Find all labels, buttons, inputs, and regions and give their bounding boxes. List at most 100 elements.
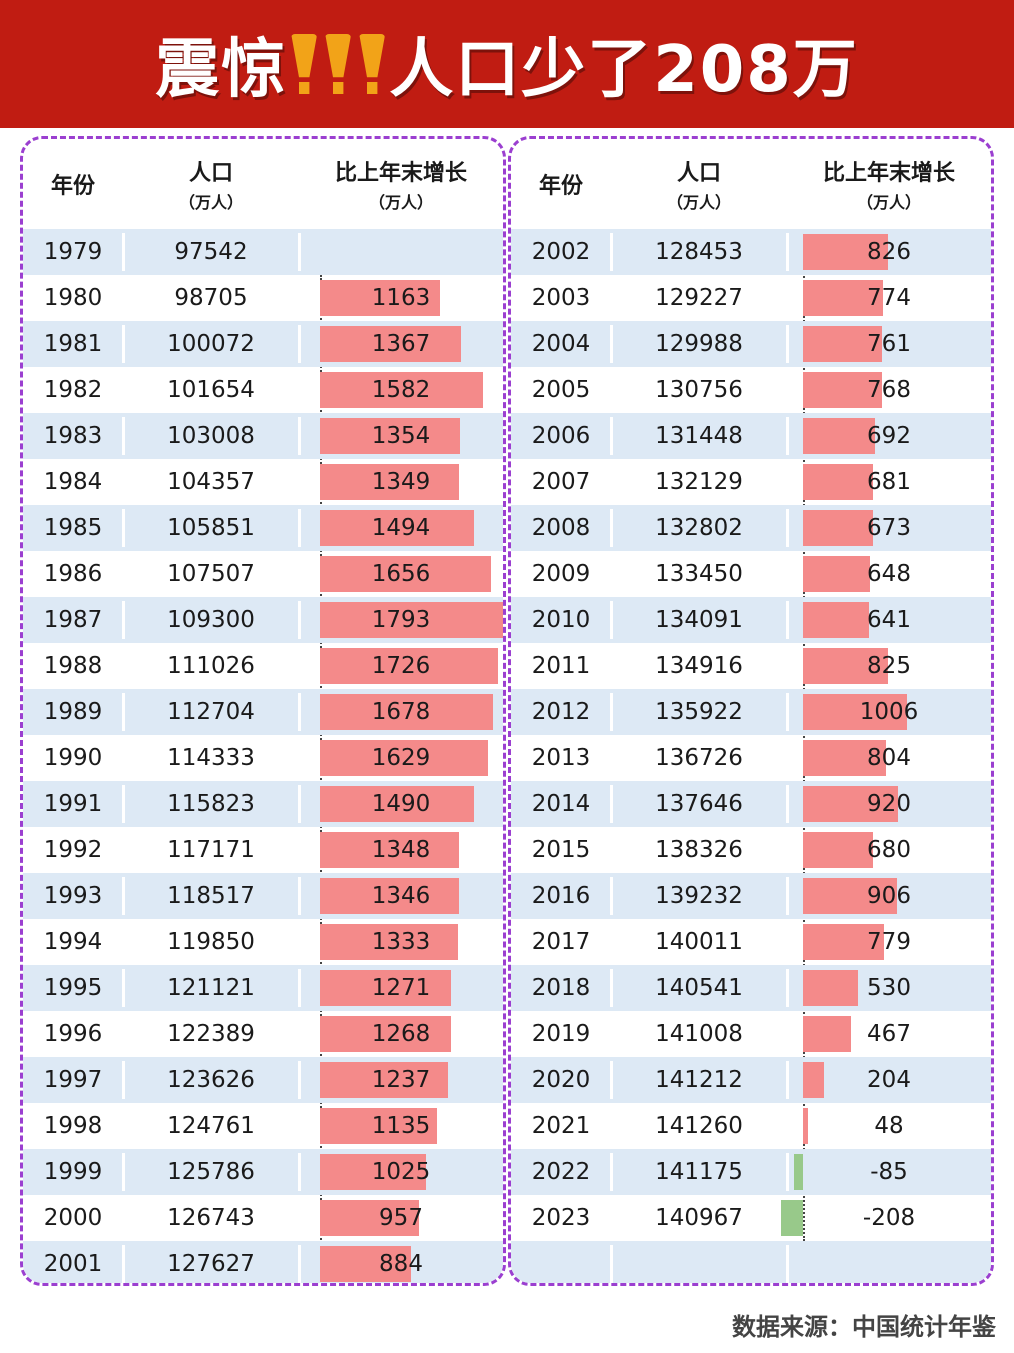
column-separator [786, 969, 789, 1007]
growth-bar [320, 878, 459, 914]
growth-bar [320, 372, 484, 408]
growth-bar [320, 1062, 448, 1098]
column-separator [610, 969, 613, 1007]
exclamation-icon-2 [325, 34, 352, 94]
growth-bar [803, 280, 884, 316]
table-row: 2011 134916 825 [511, 643, 991, 689]
column-separator [122, 1107, 125, 1145]
header-growth: 比上年末增长 （万人） [787, 139, 991, 229]
table-row: 2020 141212 204 [511, 1057, 991, 1103]
growth-cell: 1354 [371, 423, 431, 449]
growth-bar [320, 1016, 451, 1052]
year-cell: 2008 [531, 515, 591, 541]
population-cell: 129988 [655, 331, 743, 357]
year-cell: 2004 [531, 331, 591, 357]
growth-cell: 1163 [371, 285, 431, 311]
growth-cell: 1348 [371, 837, 431, 863]
header-population-label: 人口 [188, 161, 233, 186]
column-separator [610, 923, 613, 961]
growth-bar [320, 1246, 412, 1282]
growth-cell: 1629 [371, 745, 431, 771]
column-separator [298, 923, 301, 961]
growth-cell: 204 [867, 1067, 911, 1093]
column-separator [610, 463, 613, 501]
population-cell: 139232 [655, 883, 743, 909]
table-row: 2004 129988 761 [511, 321, 991, 367]
growth-bar [803, 648, 889, 684]
growth-bar [320, 1200, 419, 1236]
table-row: 1996 122389 1268 [23, 1011, 503, 1057]
population-cell: 109300 [167, 607, 255, 633]
year-cell: 2018 [531, 975, 591, 1001]
column-separator [610, 325, 613, 363]
column-separator [298, 969, 301, 1007]
column-separator [122, 1153, 125, 1191]
population-cell: 140011 [655, 929, 743, 955]
growth-cell: 1793 [371, 607, 431, 633]
right-table-panel: 年份 人口 （万人） 比上年末增长 （万人） 2002 128453 826 2003 12922… [508, 136, 994, 1286]
column-separator [298, 1153, 301, 1191]
growth-bar [320, 464, 460, 500]
table-row: 1979 97542 [23, 229, 503, 275]
table-row: 2021 141260 48 [511, 1103, 991, 1149]
growth-bar [803, 832, 874, 868]
population-cell: 117171 [167, 837, 255, 863]
growth-bar [803, 878, 897, 914]
column-separator [298, 693, 301, 731]
header-population-unit: （万人） [178, 193, 243, 212]
header-growth-label: 比上年末增长 [822, 161, 955, 186]
column-separator [298, 877, 301, 915]
population-cell: 111026 [167, 653, 255, 679]
column-separator [122, 417, 125, 455]
year-cell: 1990 [43, 745, 103, 771]
header-population-label: 人口 [676, 161, 721, 186]
growth-bar [803, 694, 907, 730]
growth-axis [803, 229, 805, 1241]
population-cell: 118517 [167, 883, 255, 909]
table-row: 1983 103008 1354 [23, 413, 503, 459]
growth-cell: 1135 [371, 1113, 431, 1139]
table-row: 1982 101654 1582 [23, 367, 503, 413]
table-row [511, 1241, 991, 1283]
year-cell: 2012 [531, 699, 591, 725]
population-cell: 141175 [655, 1159, 743, 1185]
table-row: 2009 133450 648 [511, 551, 991, 597]
growth-cell: 825 [867, 653, 911, 679]
column-separator [786, 1015, 789, 1053]
column-separator [122, 739, 125, 777]
column-separator [786, 233, 789, 271]
table-row: 2022 141175 -85 [511, 1149, 991, 1195]
growth-bar [803, 372, 883, 408]
column-separator [298, 371, 301, 409]
growth-cell: 920 [867, 791, 911, 817]
growth-cell: 680 [867, 837, 911, 863]
growth-cell: 1678 [371, 699, 431, 725]
population-cell: 123626 [167, 1067, 255, 1093]
column-separator [610, 831, 613, 869]
population-cell: 130756 [655, 377, 743, 403]
table-row: 2016 139232 906 [511, 873, 991, 919]
growth-bar [803, 740, 887, 776]
column-separator [298, 279, 301, 317]
growth-cell: 779 [867, 929, 911, 955]
year-cell: 2000 [43, 1205, 103, 1231]
column-separator [298, 463, 301, 501]
table-row: 1987 109300 1793 [23, 597, 503, 643]
year-cell: 2002 [531, 239, 591, 265]
growth-cell: 1656 [371, 561, 431, 587]
header-growth: 比上年末增长 （万人） [299, 139, 503, 229]
column-separator [298, 233, 301, 271]
growth-cell: 467 [867, 1021, 911, 1047]
column-separator [122, 233, 125, 271]
column-separator [122, 509, 125, 547]
year-cell: 2005 [531, 377, 591, 403]
growth-bar [320, 924, 458, 960]
column-separator [122, 693, 125, 731]
year-cell: 1989 [43, 699, 103, 725]
growth-cell: 761 [867, 331, 911, 357]
column-separator [786, 1107, 789, 1145]
column-separator [298, 647, 301, 685]
growth-bar [320, 832, 460, 868]
column-separator [122, 785, 125, 823]
column-separator [122, 371, 125, 409]
